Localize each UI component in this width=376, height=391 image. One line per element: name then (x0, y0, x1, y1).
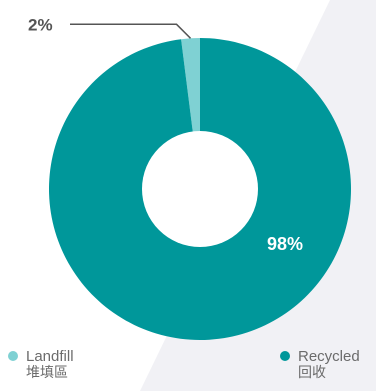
data-labels: 2% 98% (28, 15, 303, 254)
leader-line-landfill (70, 23, 192, 39)
donut-hole (142, 131, 258, 247)
legend-swatch-landfill (8, 351, 18, 361)
legend-item-landfill: Landfill 堆填區 (8, 348, 74, 382)
legend-label-landfill: Landfill (26, 348, 74, 365)
data-label-landfill: 2% (28, 15, 53, 34)
legend-item-recycled: Recycled 回收 (280, 348, 360, 382)
data-label-recycled: 98% (267, 234, 303, 254)
legend-label-recycled: Recycled (298, 348, 360, 365)
legend-swatch-recycled (280, 351, 290, 361)
legend-label-recycled-zh: 回收 (298, 365, 326, 381)
legend-label-landfill-zh: 堆填區 (26, 365, 68, 381)
